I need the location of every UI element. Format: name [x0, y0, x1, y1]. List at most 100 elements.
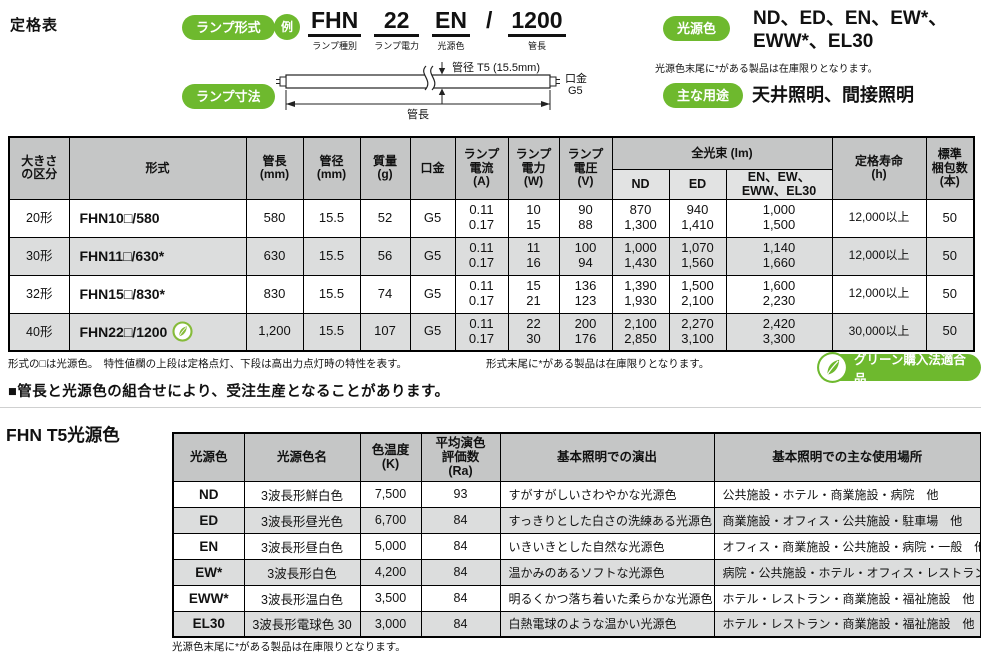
header-mass: 質量 (g)	[359, 136, 411, 200]
col-flux-ed: 1,500 2,100	[668, 274, 727, 314]
col-name: 3波長形温白色	[243, 584, 361, 612]
col-life: 12,000以上	[831, 236, 927, 276]
light-colors-badge: 光源色	[663, 16, 731, 41]
col-effect: すがすがしいさわやかな光源色	[499, 480, 715, 508]
col-cri: 84	[420, 558, 501, 586]
col-effect: いきいきとした自然な光源色	[499, 532, 715, 560]
color-stock-note: 光源色末尾に*がある製品は在庫限りとなります。	[172, 641, 406, 652]
lamp-dimensions-badge: ランプ寸法	[182, 84, 275, 109]
col-pack: 50	[925, 236, 975, 276]
base-label: 口金	[565, 71, 587, 85]
col-cri: 84	[420, 506, 501, 534]
col-pack: 50	[925, 274, 975, 314]
col-code: EWW*	[172, 584, 245, 612]
table-row: ND 3波長形鮮白色 7,500 93 すがすがしいさわやかな光源色 公共施設・…	[172, 480, 981, 508]
light-color-table: 光源色 光源色名 色温度 (K) 平均演色 評価数 (Ra) 基本照明での演出 …	[172, 432, 981, 638]
header-color-code: 光源色	[172, 432, 245, 482]
header-diameter: 管径 (mm)	[302, 136, 361, 200]
col-base: G5	[409, 274, 456, 314]
subheader-other: EN、EW、 EWW、EL30	[725, 168, 833, 200]
col-flux-other: 1,000 1,500	[725, 198, 833, 238]
dimension-arrowhead-right	[541, 101, 550, 107]
col-model: FHN15□/830*	[68, 274, 247, 314]
col-current: 0.11 0.17	[454, 198, 509, 238]
col-flux-ed: 1,070 1,560	[668, 236, 727, 276]
light-colors-value: ND、ED、EN、EW*、 EWW*、EL30	[753, 8, 948, 52]
col-effect: 白熱電球のような温かい光源色	[499, 610, 715, 638]
col-power: 10 15	[507, 198, 560, 238]
col-temp: 5,000	[359, 532, 422, 560]
col-flux-ed: 940 1,410	[668, 198, 727, 238]
col-current: 0.11 0.17	[454, 274, 509, 314]
col-temp: 7,500	[359, 480, 422, 508]
col-cri: 84	[420, 532, 501, 560]
col-places: ホテル・レストラン・商業施設・福祉施設 他	[713, 584, 981, 612]
main-use-value: 天井照明、間接照明	[752, 85, 914, 105]
base-value: G5	[568, 85, 583, 97]
col-places: 公共施設・ホテル・商業施設・病院 他	[713, 480, 981, 508]
col-temp: 3,000	[359, 610, 422, 638]
model-note: 形式の□は光源色。 特性値欄の上段は定格点灯、下段は高出力点灯時の特性を表す。	[8, 358, 408, 370]
col-temp: 3,500	[359, 584, 422, 612]
col-voltage: 100 94	[558, 236, 613, 276]
header-base: 口金	[409, 136, 456, 200]
col-power: 22 30	[507, 312, 560, 352]
col-name: 3波長形昼白色	[243, 532, 361, 560]
header-model: 形式	[68, 136, 247, 200]
col-effect: すっきりとした白さの洗練ある光源色	[499, 506, 715, 534]
col-cri: 84	[420, 610, 501, 638]
col-life: 30,000以上	[831, 312, 927, 352]
col-diameter: 15.5	[302, 312, 361, 352]
lamp-format-badge: ランプ形式	[182, 15, 275, 40]
color-section-title: FHN T5光源色	[6, 425, 120, 445]
col-current: 0.11 0.17	[454, 312, 509, 352]
col-length: 830	[245, 274, 304, 314]
col-effect: 温かみのあるソフトな光源色	[499, 558, 715, 586]
subheader-ed: ED	[668, 168, 727, 200]
col-places: 病院・公共施設・ホテル・オフィス・レストラン 他	[713, 558, 981, 586]
col-places: ホテル・レストラン・商業施設・福祉施設 他	[713, 610, 981, 638]
col-power: 15 21	[507, 274, 560, 314]
header-pack: 標準 梱包数 (本)	[925, 136, 975, 200]
col-cri: 84	[420, 584, 501, 612]
col-mass: 56	[359, 236, 411, 276]
col-model: FHN10□/580	[68, 198, 247, 238]
table-row: EL30 3波長形電球色 30 3,000 84 白熱電球のような温かい光源色 …	[172, 610, 981, 638]
col-flux-nd: 1,000 1,430	[611, 236, 670, 276]
section-divider	[0, 407, 981, 408]
example-badge: 例	[274, 14, 300, 40]
col-length: 630	[245, 236, 304, 276]
green-purchase-badge: グリーン購入法適合品	[817, 352, 981, 386]
leaf-circle-icon	[816, 351, 849, 387]
diameter-arrowhead-up	[438, 88, 446, 95]
col-flux-nd: 2,100 2,850	[611, 312, 670, 352]
rating-table: 大きさ の区分 形式 管長 (mm) 管径 (mm) 質量 (g) 口金 ランプ…	[8, 136, 975, 352]
stock-note: 光源色末尾に*がある製品は在庫限りとなります。	[655, 64, 878, 75]
col-name: 3波長形昼光色	[243, 506, 361, 534]
col-diameter: 15.5	[302, 274, 361, 314]
format-part-power: 22 ランプ電力	[374, 7, 420, 52]
col-name: 3波長形白色	[243, 558, 361, 586]
col-code: EN	[172, 532, 245, 560]
col-mass: 52	[359, 198, 411, 238]
table-row: EWW* 3波長形温白色 3,500 84 明るくかつ落ち着いた柔らかな光源色 …	[172, 584, 981, 612]
table-row: 32形 FHN15□/830* 830 15.5 74 G5 0.11 0.17…	[8, 274, 975, 314]
col-flux-nd: 870 1,300	[611, 198, 670, 238]
col-voltage: 90 88	[558, 198, 613, 238]
col-power: 11 16	[507, 236, 560, 276]
col-size: 30形	[8, 236, 70, 276]
col-temp: 4,200	[359, 558, 422, 586]
tube-break-icon	[430, 65, 436, 91]
header-row: 大きさ の区分 形式 管長 (mm) 管径 (mm) 質量 (g) 口金 ランプ…	[8, 136, 975, 200]
col-places: オフィス・商業施設・公共施設・病院・一般 他	[713, 532, 981, 560]
made-to-order-note: ■管長と光源色の組合せにより、受注生産となることがあります。	[8, 384, 450, 400]
table-row: 30形 FHN11□/630* 630 15.5 56 G5 0.11 0.17…	[8, 236, 975, 276]
col-diameter: 15.5	[302, 236, 361, 276]
lamp-dimension-diagram: 管径 T5 (15.5mm) 管長 口金 G5	[276, 60, 587, 120]
header-life: 定格寿命 (h)	[831, 136, 927, 200]
col-length: 580	[245, 198, 304, 238]
col-size: 20形	[8, 198, 70, 238]
col-life: 12,000以上	[831, 274, 927, 314]
col-code: EW*	[172, 558, 245, 586]
